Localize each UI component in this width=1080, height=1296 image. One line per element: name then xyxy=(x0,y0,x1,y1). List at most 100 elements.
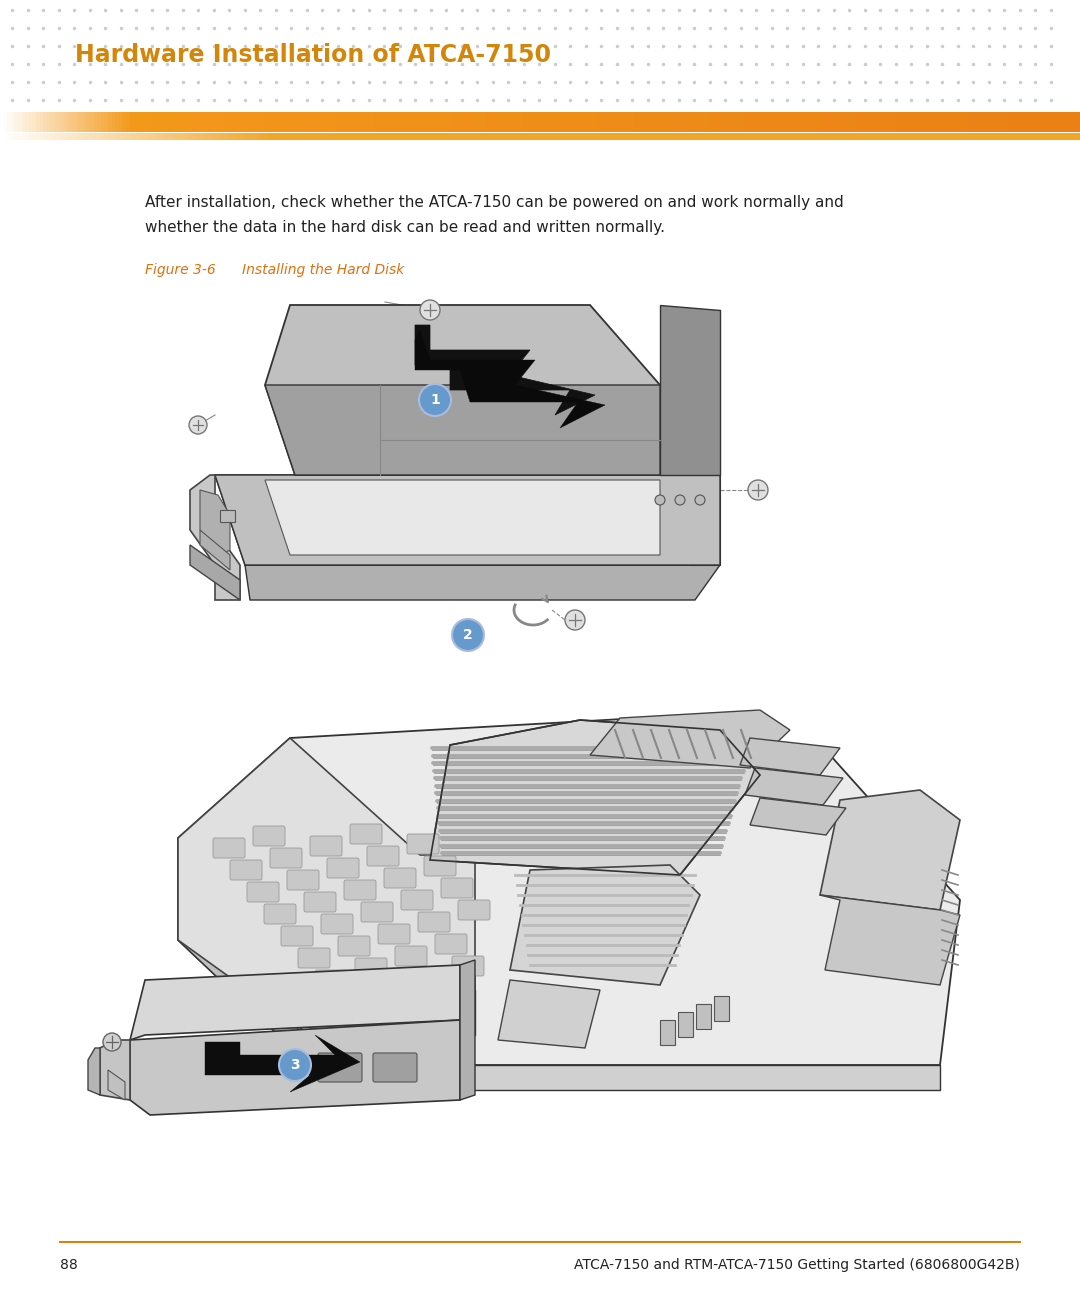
Polygon shape xyxy=(430,721,760,875)
Bar xyxy=(818,133,822,140)
Bar xyxy=(1015,111,1020,132)
Bar xyxy=(440,111,444,132)
Bar xyxy=(14,133,19,140)
Bar xyxy=(173,111,177,132)
Bar xyxy=(551,133,555,140)
Bar xyxy=(324,133,328,140)
Bar xyxy=(710,133,714,140)
FancyBboxPatch shape xyxy=(318,1052,362,1082)
Bar xyxy=(302,111,307,132)
Bar xyxy=(173,133,177,140)
Bar xyxy=(788,133,793,140)
Bar xyxy=(562,111,566,132)
Polygon shape xyxy=(510,864,700,985)
Bar xyxy=(144,133,149,140)
Bar xyxy=(464,111,469,132)
Bar xyxy=(623,133,627,140)
Bar xyxy=(602,133,606,140)
Bar xyxy=(572,133,577,140)
Bar xyxy=(151,111,156,132)
Bar xyxy=(910,133,916,140)
Bar xyxy=(22,133,26,140)
Circle shape xyxy=(675,495,685,505)
Bar xyxy=(327,111,333,132)
Bar xyxy=(335,111,339,132)
Bar xyxy=(580,133,584,140)
Bar xyxy=(807,111,811,132)
Polygon shape xyxy=(750,798,846,835)
FancyBboxPatch shape xyxy=(401,890,433,910)
Bar xyxy=(224,133,228,140)
Bar xyxy=(180,111,185,132)
Bar xyxy=(367,133,372,140)
Bar xyxy=(915,111,919,132)
Bar xyxy=(583,111,588,132)
Bar xyxy=(1008,111,1013,132)
Bar xyxy=(8,111,12,132)
Bar xyxy=(764,111,768,132)
Bar xyxy=(619,111,624,132)
Bar xyxy=(267,111,271,132)
Circle shape xyxy=(565,610,585,630)
Bar xyxy=(756,111,760,132)
Bar xyxy=(969,133,973,140)
Bar xyxy=(554,133,559,140)
Bar xyxy=(18,133,23,140)
Bar xyxy=(907,133,912,140)
Bar xyxy=(273,133,279,140)
Bar xyxy=(454,111,458,132)
Bar xyxy=(356,133,361,140)
Bar xyxy=(921,111,927,132)
Bar xyxy=(626,111,631,132)
FancyBboxPatch shape xyxy=(407,835,438,854)
Bar xyxy=(724,111,728,132)
Bar xyxy=(1055,133,1059,140)
Polygon shape xyxy=(265,385,660,476)
Bar xyxy=(648,111,652,132)
Bar xyxy=(699,111,703,132)
Bar xyxy=(1072,133,1078,140)
Bar xyxy=(548,111,552,132)
Bar xyxy=(140,111,145,132)
Bar xyxy=(472,133,476,140)
FancyBboxPatch shape xyxy=(373,1052,417,1082)
Bar xyxy=(738,133,743,140)
Bar xyxy=(370,133,376,140)
Bar xyxy=(875,133,879,140)
Bar xyxy=(673,133,678,140)
Bar xyxy=(961,111,966,132)
Bar xyxy=(842,111,847,132)
Polygon shape xyxy=(215,476,720,565)
Bar xyxy=(634,111,638,132)
Bar xyxy=(926,133,930,140)
Bar xyxy=(961,133,966,140)
Bar xyxy=(468,111,473,132)
Bar xyxy=(400,111,404,132)
Bar xyxy=(148,133,152,140)
Bar xyxy=(540,111,544,132)
Bar xyxy=(684,111,689,132)
Polygon shape xyxy=(745,769,843,805)
Bar xyxy=(8,133,12,140)
FancyBboxPatch shape xyxy=(411,968,444,988)
FancyBboxPatch shape xyxy=(303,892,336,912)
Bar xyxy=(342,111,347,132)
Bar xyxy=(105,133,109,140)
FancyBboxPatch shape xyxy=(424,855,456,876)
Bar xyxy=(29,111,33,132)
Bar xyxy=(424,111,430,132)
Bar xyxy=(299,111,303,132)
Polygon shape xyxy=(178,737,475,1036)
Bar xyxy=(537,111,541,132)
Bar xyxy=(180,133,185,140)
Bar xyxy=(126,111,131,132)
Bar xyxy=(97,111,102,132)
Polygon shape xyxy=(100,1039,130,1100)
Bar xyxy=(1040,111,1045,132)
Bar xyxy=(202,133,206,140)
Bar xyxy=(306,111,311,132)
Bar xyxy=(191,133,195,140)
Bar xyxy=(759,111,765,132)
Bar xyxy=(738,111,743,132)
Bar xyxy=(478,111,484,132)
